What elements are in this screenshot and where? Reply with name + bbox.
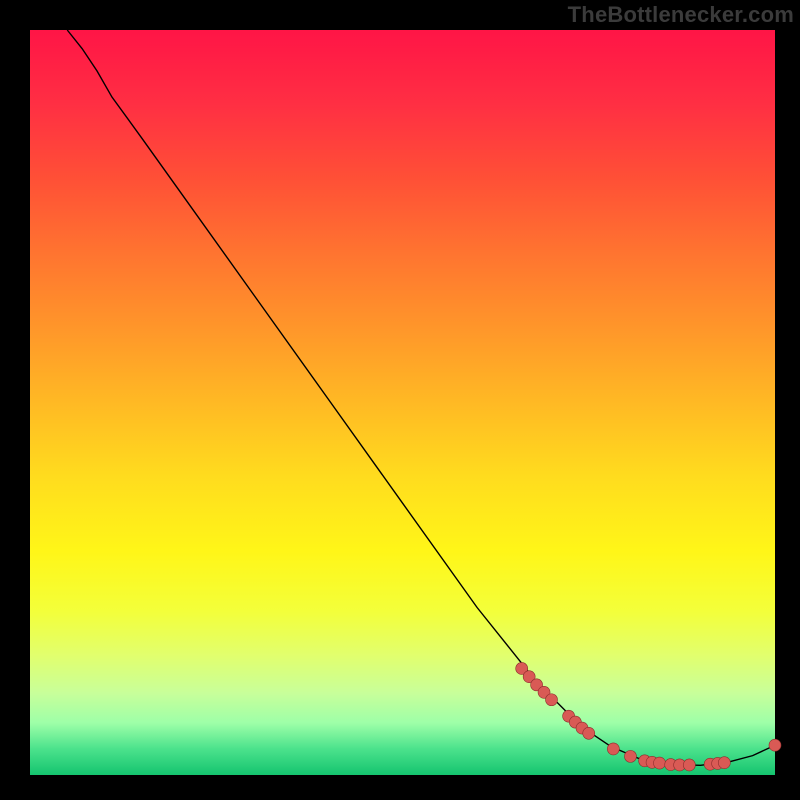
data-marker xyxy=(718,757,730,769)
plot-area xyxy=(30,30,775,775)
chart-svg xyxy=(0,0,800,800)
data-marker xyxy=(624,750,636,762)
data-marker xyxy=(607,743,619,755)
data-marker xyxy=(546,694,558,706)
data-marker xyxy=(683,759,695,771)
figure-root: TheBottlenecker.com xyxy=(0,0,800,800)
data-marker xyxy=(769,739,781,751)
watermark-text: TheBottlenecker.com xyxy=(568,2,794,28)
data-marker xyxy=(654,757,666,769)
data-marker xyxy=(583,727,595,739)
